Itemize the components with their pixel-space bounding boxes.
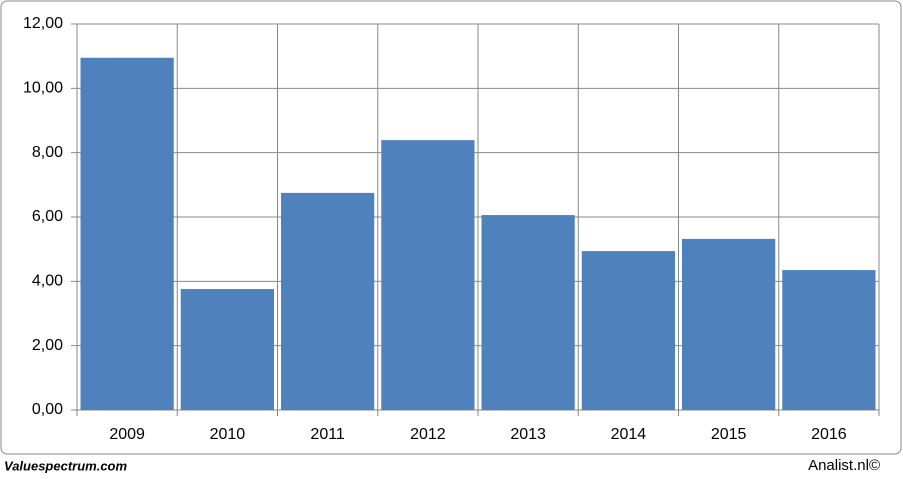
bar <box>782 270 876 410</box>
bar <box>80 57 174 411</box>
bar <box>481 215 575 410</box>
bar <box>180 289 274 410</box>
y-tick-label: 0,00 <box>32 401 63 418</box>
credit-right: Analist.nl© <box>808 457 880 474</box>
x-tick-label: 2014 <box>611 426 647 443</box>
bar <box>381 140 475 410</box>
x-tick-label: 2009 <box>109 426 145 443</box>
bar <box>281 192 375 410</box>
x-tick-label: 2011 <box>310 426 345 443</box>
y-tick-label: 2,00 <box>32 337 63 354</box>
bar <box>581 251 675 410</box>
y-tick-label: 4,00 <box>32 273 63 290</box>
x-tick-label: 2012 <box>410 426 446 443</box>
x-tick-label: 2010 <box>210 426 246 443</box>
x-tick-label: 2015 <box>711 426 747 443</box>
x-tick-label: 2016 <box>811 426 847 443</box>
y-tick-label: 12,00 <box>23 15 63 32</box>
y-tick-label: 10,00 <box>23 80 63 97</box>
bar <box>682 238 776 410</box>
x-tick-label: 2013 <box>510 426 546 443</box>
y-tick-label: 6,00 <box>32 208 63 225</box>
credit-left: Valuespectrum.com <box>4 458 128 473</box>
y-tick-label: 8,00 <box>32 144 63 161</box>
